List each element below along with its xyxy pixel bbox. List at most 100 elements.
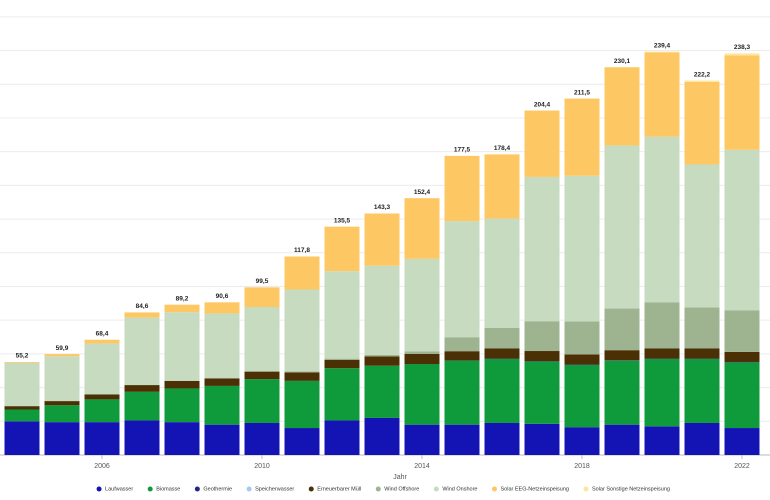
legend-label: Solar EEG-Netzeinspeisung: [500, 486, 568, 492]
bar-segment: [684, 422, 720, 455]
bar-segment: [44, 354, 80, 357]
bar-segment: [564, 98, 600, 176]
bar-segment: [124, 420, 160, 455]
total-label: 177,5: [454, 147, 471, 154]
x-tick-label: 2006: [94, 463, 110, 470]
bar-segment: [284, 380, 320, 429]
bar-segment: [364, 365, 400, 418]
bar-segment: [4, 409, 40, 422]
total-label: 99,5: [256, 278, 269, 285]
bar-segment: [564, 427, 600, 455]
bar-segment: [684, 307, 720, 349]
bar-segment: [244, 371, 280, 380]
bar-segment: [444, 351, 480, 361]
legend-swatch: [375, 486, 381, 492]
bar-segment: [524, 176, 560, 322]
total-label: 211,5: [574, 89, 590, 96]
legend-swatch: [308, 486, 314, 492]
bar-segment: [164, 422, 200, 455]
bar-segment: [84, 422, 120, 455]
bar-segment: [324, 271, 360, 359]
total-label: 55,2: [16, 353, 29, 360]
total-label: 204,4: [534, 101, 551, 108]
legend-label: Speicherwasser: [255, 486, 294, 492]
bar-segment: [404, 198, 440, 259]
bar-segment: [444, 337, 480, 352]
bar-segment: [524, 423, 560, 455]
bar-segment: [164, 388, 200, 423]
bar-segment: [84, 339, 120, 344]
legend-swatch: [96, 486, 102, 492]
bar-segment: [484, 358, 520, 423]
bar-segment: [484, 218, 520, 328]
bar-segment: [124, 391, 160, 421]
total-label: 135,5: [334, 217, 351, 224]
bar-segment: [684, 358, 720, 423]
bar-segment: [84, 343, 120, 395]
bar-segment: [284, 372, 320, 381]
bar-segment: [564, 354, 600, 365]
bar-segment: [484, 154, 520, 219]
bar-segment: [604, 424, 640, 455]
total-label: 143,3: [374, 204, 391, 211]
bar-segment: [364, 354, 400, 357]
bar-segment: [444, 155, 480, 222]
legend-swatch: [147, 486, 153, 492]
x-tick-label: 2018: [574, 463, 590, 470]
bar-segment: [164, 304, 200, 313]
bar-segment: [644, 348, 680, 359]
x-tick-label: 2014: [414, 463, 430, 470]
bar-segment: [204, 302, 240, 314]
bar-segment: [524, 321, 560, 352]
bar-segment: [484, 327, 520, 349]
bar-segment: [604, 67, 640, 146]
bar-segment: [244, 422, 280, 455]
bar-segment: [644, 136, 680, 303]
bar-segment: [44, 356, 80, 402]
bar-segment: [4, 421, 40, 455]
legend: Laufwasser Biomasse Geothermie Speicherwass…: [96, 486, 670, 492]
legend-label: Biomasse: [156, 486, 180, 492]
bar-segment: [564, 175, 600, 322]
total-label: 239,4: [654, 42, 671, 49]
legend-swatch: [246, 486, 252, 492]
total-label: 59,9: [56, 345, 69, 352]
bar-segment: [524, 361, 560, 424]
bar-segment: [724, 362, 760, 429]
bar-segment: [164, 312, 200, 381]
bar-segment: [404, 424, 440, 455]
bar-segment: [444, 360, 480, 425]
total-label: 68,4: [96, 330, 109, 337]
bar-segment: [124, 385, 160, 392]
bar-segment: [404, 351, 440, 354]
bar-segment: [604, 360, 640, 425]
legend-label: Wind Onshore: [442, 486, 477, 492]
bar-segment: [324, 226, 360, 272]
bar-segment: [484, 422, 520, 455]
bar-segment: [324, 368, 360, 421]
bar-segment: [524, 351, 560, 362]
bar-segment: [44, 422, 80, 455]
bar-segment: [724, 428, 760, 455]
bar-segment: [44, 401, 80, 406]
bar-segment: [364, 356, 400, 366]
bar-segment: [644, 302, 680, 349]
bar-segment: [404, 364, 440, 425]
legend-label: Erneuerbarer Müll: [317, 486, 361, 492]
bar-segment: [444, 424, 480, 455]
bar-segment: [284, 256, 320, 290]
bar-segment: [724, 55, 760, 150]
total-label: 238,3: [734, 44, 751, 51]
bar-segment: [164, 380, 200, 389]
bar-segment: [244, 287, 280, 308]
bar-segment: [444, 221, 480, 338]
bar-segment: [564, 321, 600, 355]
bar-segment: [604, 350, 640, 361]
bar-segment: [4, 362, 40, 407]
bar-segment: [324, 420, 360, 455]
bar-segment: [684, 348, 720, 359]
bar-segment: [44, 405, 80, 423]
bar-segment: [124, 317, 160, 386]
total-label: 84,6: [136, 303, 149, 310]
